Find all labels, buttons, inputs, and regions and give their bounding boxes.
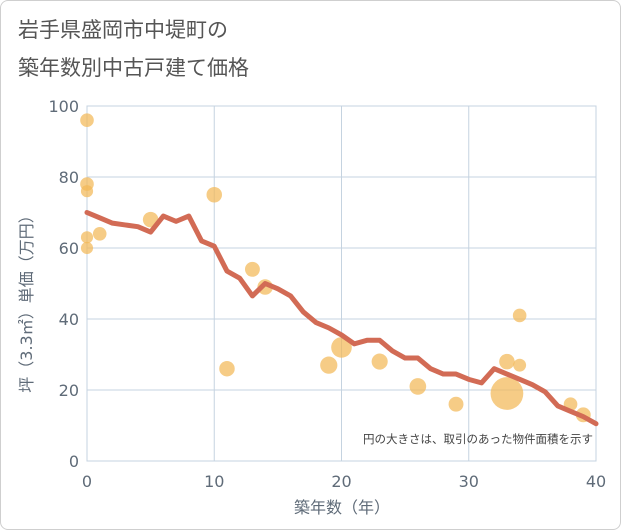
scatter-point [499, 353, 515, 370]
x-tick-label: 10 [204, 472, 224, 491]
scatter-point [448, 396, 464, 412]
chart-title-line2: 築年数別中古戸建て価格 [18, 56, 249, 80]
scatter-point [80, 241, 94, 255]
scatter-point [320, 356, 338, 374]
scatter-point [331, 337, 352, 358]
plot-border [86, 105, 597, 462]
axes: 0 10 20 30 40 0 20 40 60 80 100 [48, 97, 606, 491]
y-tick-label: 20 [59, 381, 79, 400]
chart-title-line1: 岩手県盛岡市中堤町の [18, 18, 228, 42]
scatter-point [92, 227, 107, 241]
scatter-series [80, 113, 591, 423]
x-tick-label: 20 [331, 472, 351, 491]
x-axis-label: 築年数（年） [294, 498, 390, 517]
scatter-point [219, 360, 235, 377]
trend-line [84, 210, 599, 427]
scatter-point [80, 113, 94, 127]
y-tick-label: 40 [59, 310, 79, 329]
scatter-point [409, 378, 427, 395]
size-note: 円の大きさは、取引のあった物件面積を示す [363, 432, 593, 446]
scatter-point [206, 186, 223, 203]
x-tick-label: 0 [82, 472, 92, 491]
scatter-point [513, 358, 527, 372]
y-tick-label: 100 [48, 97, 79, 116]
scatter-point [80, 231, 94, 244]
grid [86, 105, 597, 462]
y-tick-label: 60 [59, 239, 79, 258]
x-tick-label: 30 [459, 472, 479, 491]
trend-series [84, 210, 599, 427]
y-tick-label: 80 [59, 168, 79, 187]
y-tick-label: 0 [69, 452, 79, 471]
y-axis-label: 坪（3.3㎡）単価（万円） [17, 207, 36, 392]
scatter-point [80, 185, 94, 198]
scatter-point [371, 353, 388, 370]
x-tick-label: 40 [586, 472, 606, 491]
scatter-point [490, 377, 524, 410]
scatter-point [244, 261, 260, 277]
scatter-point [512, 308, 527, 323]
